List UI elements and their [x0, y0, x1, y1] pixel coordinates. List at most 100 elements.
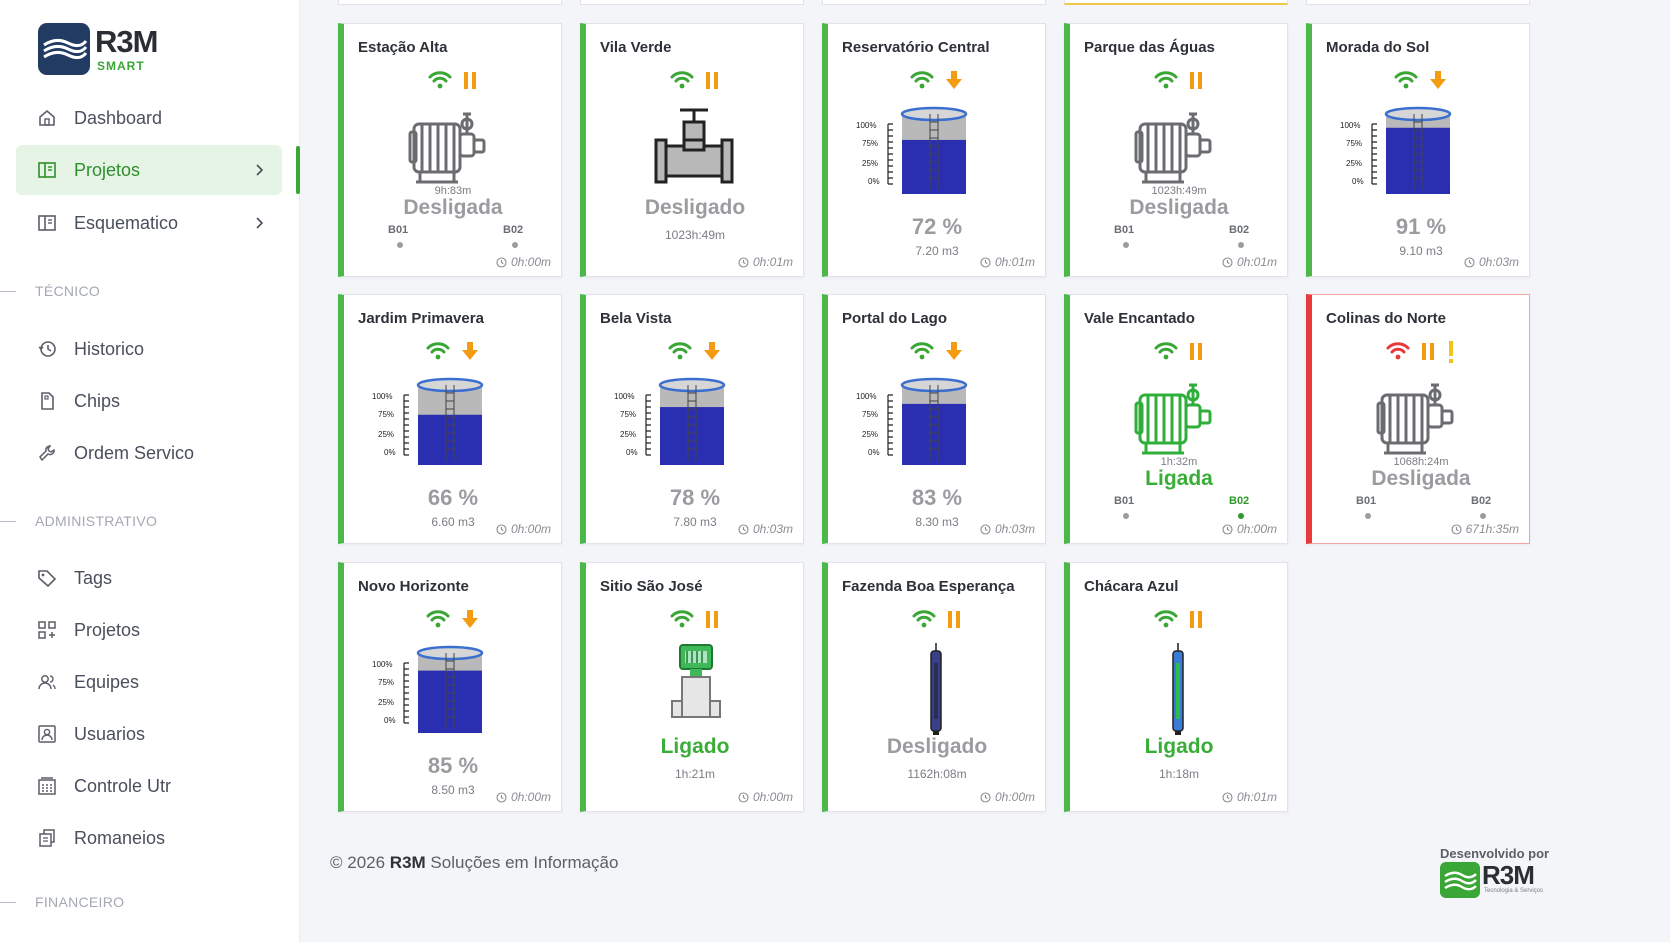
- card-title: Portal do Lago: [842, 310, 947, 327]
- project-card[interactable]: Parque das Águas 1023h:49m Desligada B01…: [1064, 23, 1288, 277]
- last-update: 0h:03m: [738, 522, 793, 536]
- card-cropped: [1064, 0, 1288, 5]
- project-card[interactable]: Sitio São José Ligado 1h:21m 0h:00m: [580, 562, 804, 812]
- clock-icon: [980, 791, 991, 803]
- tank-graphic: 100% 75% 25% 0%: [828, 373, 1046, 469]
- nav-chips[interactable]: Chips: [16, 376, 282, 426]
- pump-b01-dot: [1123, 513, 1129, 519]
- card-title: Jardim Primavera: [358, 310, 484, 327]
- nav-tags[interactable]: Tags: [16, 553, 282, 603]
- pump-state: Desligada: [1129, 196, 1229, 219]
- level-volume: 6.60 m3: [431, 515, 475, 529]
- wifi-icon: [910, 342, 934, 360]
- scale-25: 25%: [1346, 159, 1362, 168]
- project-card[interactable]: Novo Horizonte 100% 75% 25% 0% 85 % 8.50…: [338, 562, 562, 812]
- meter-state: Ligado: [660, 735, 730, 758]
- valve-graphic: [586, 102, 804, 198]
- tank-graphic: 100% 75% 25% 0%: [344, 641, 562, 737]
- last-update-value: 0h:01m: [752, 255, 793, 269]
- project-card[interactable]: Estação Alta 9h:83m Desligada B01 B02 0h…: [338, 23, 562, 277]
- scale-75: 75%: [862, 139, 878, 148]
- nav-equipes[interactable]: Equipes: [16, 657, 282, 707]
- brand-logo[interactable]: R3M SMART: [38, 23, 178, 75]
- card-title: Colinas do Norte: [1326, 310, 1447, 327]
- nav-projetos-admin[interactable]: Projetos: [16, 605, 282, 655]
- wifi-icon: [670, 71, 694, 89]
- nav-tags-label: Tags: [74, 567, 113, 588]
- nav-historico[interactable]: Historico: [16, 324, 282, 374]
- valve-runtime: 1023h:49m: [664, 228, 726, 242]
- card-cropped: [822, 0, 1046, 5]
- nav-projetos[interactable]: Projetos: [16, 145, 282, 195]
- last-update-value: 0h:00m: [994, 790, 1035, 804]
- project-card[interactable]: Bela Vista 100% 75% 25% 0% 78 % 7.80 m3 0…: [580, 294, 804, 544]
- level-percent: 72 %: [911, 214, 963, 239]
- pump-b01-dot: [397, 242, 403, 248]
- last-update: 0h:00m: [980, 790, 1035, 804]
- last-update-value: 0h:00m: [510, 255, 551, 269]
- nav-dashboard-label: Dashboard: [74, 107, 163, 128]
- clock-icon: [738, 791, 749, 803]
- project-card[interactable]: Morada do Sol 100% 75% 25% 0% 91 % 9.10 …: [1306, 23, 1530, 277]
- last-update-value: 0h:00m: [510, 522, 551, 536]
- nav-esquematico[interactable]: Esquematico: [16, 198, 282, 248]
- level-volume: 7.80 m3: [673, 515, 717, 529]
- nav-controle-utr[interactable]: Controle Utr: [16, 761, 282, 811]
- project-card[interactable]: Reservatório Central 100% 75% 25% 0% 72 …: [822, 23, 1046, 277]
- developer-logo[interactable]: Desenvolvido por R3M Tecnologia & Serviç…: [1440, 846, 1570, 900]
- pump-b02-label: B02: [1229, 495, 1250, 507]
- flow-meter-icon: [671, 644, 721, 718]
- project-card[interactable]: Vila Verde Desligado 1023h:49m 0h:01m: [580, 23, 804, 277]
- card-title: Estação Alta: [358, 39, 448, 56]
- pause-icon: [1190, 343, 1202, 360]
- status-icons: [344, 340, 562, 366]
- well-runtime: 1162h:08m: [907, 767, 967, 781]
- card-title: Reservatório Central: [842, 39, 990, 56]
- valve-state: Desligado: [644, 196, 746, 219]
- nav-ordem-servico[interactable]: Ordem Servico: [16, 428, 282, 478]
- tank-icon: 100% 75% 25% 0%: [372, 645, 484, 733]
- nav-dashboard[interactable]: Dashboard: [16, 93, 282, 143]
- card-cropped: [580, 0, 804, 5]
- scale-100: 100%: [372, 392, 392, 401]
- project-card[interactable]: Chácara Azul Ligado 1h:18m 0h:01m: [1064, 562, 1288, 812]
- pump-state: Ligada: [1145, 467, 1213, 490]
- project-card[interactable]: Vale Encantado 1h:32m Ligada B01 B02 0h:…: [1064, 294, 1288, 544]
- arrow-down-icon: [946, 342, 962, 360]
- status-icons: [1070, 340, 1288, 366]
- home-icon: [36, 107, 58, 129]
- well-state: Ligado: [1144, 735, 1214, 758]
- nav-romaneios[interactable]: Romaneios: [16, 813, 282, 863]
- project-card[interactable]: Colinas do Norte 1068h:24m Desligada B01…: [1306, 294, 1530, 544]
- pause-icon: [1190, 611, 1202, 628]
- active-indicator: [296, 146, 300, 194]
- scale-25: 25%: [862, 159, 878, 168]
- clock-icon: [1222, 791, 1233, 803]
- clock-icon: [1451, 523, 1462, 535]
- last-update-value: 0h:01m: [994, 255, 1035, 269]
- arrow-down-icon: [704, 342, 720, 360]
- project-card[interactable]: Fazenda Boa Esperança Desligado 1162h:08…: [822, 562, 1046, 812]
- nav-usuarios[interactable]: Usuarios: [16, 709, 282, 759]
- pump-runtime: 1023h:49m: [1151, 185, 1207, 197]
- tank-icon: 100% 75% 25% 0%: [1340, 106, 1452, 194]
- status-icons: [1312, 69, 1530, 95]
- project-card[interactable]: Portal do Lago 100% 75% 25% 0% 83 % 8.30…: [822, 294, 1046, 544]
- level-percent: 66 %: [427, 485, 479, 510]
- pump-state: Desligada: [403, 196, 503, 219]
- tank-icon: 100% 75% 25% 0%: [372, 377, 484, 465]
- clock-icon: [980, 256, 991, 268]
- clock-icon: [738, 256, 749, 268]
- clock-icon: [496, 791, 507, 803]
- clock-icon: [1464, 256, 1475, 268]
- last-update: 671h:35m: [1451, 522, 1519, 536]
- project-card[interactable]: Jardim Primavera 100% 75% 25% 0% 66 % 6.…: [338, 294, 562, 544]
- pump-b02-label: B02: [1471, 495, 1492, 507]
- brand-name: R3M: [95, 24, 158, 59]
- pump-b01-label: B01: [1356, 495, 1377, 507]
- nav-historico-label: Historico: [74, 338, 145, 359]
- last-update: 0h:01m: [738, 255, 793, 269]
- clock-icon: [1222, 523, 1233, 535]
- scale-75: 75%: [620, 410, 636, 419]
- tank-icon: 100% 75% 25% 0%: [856, 377, 968, 465]
